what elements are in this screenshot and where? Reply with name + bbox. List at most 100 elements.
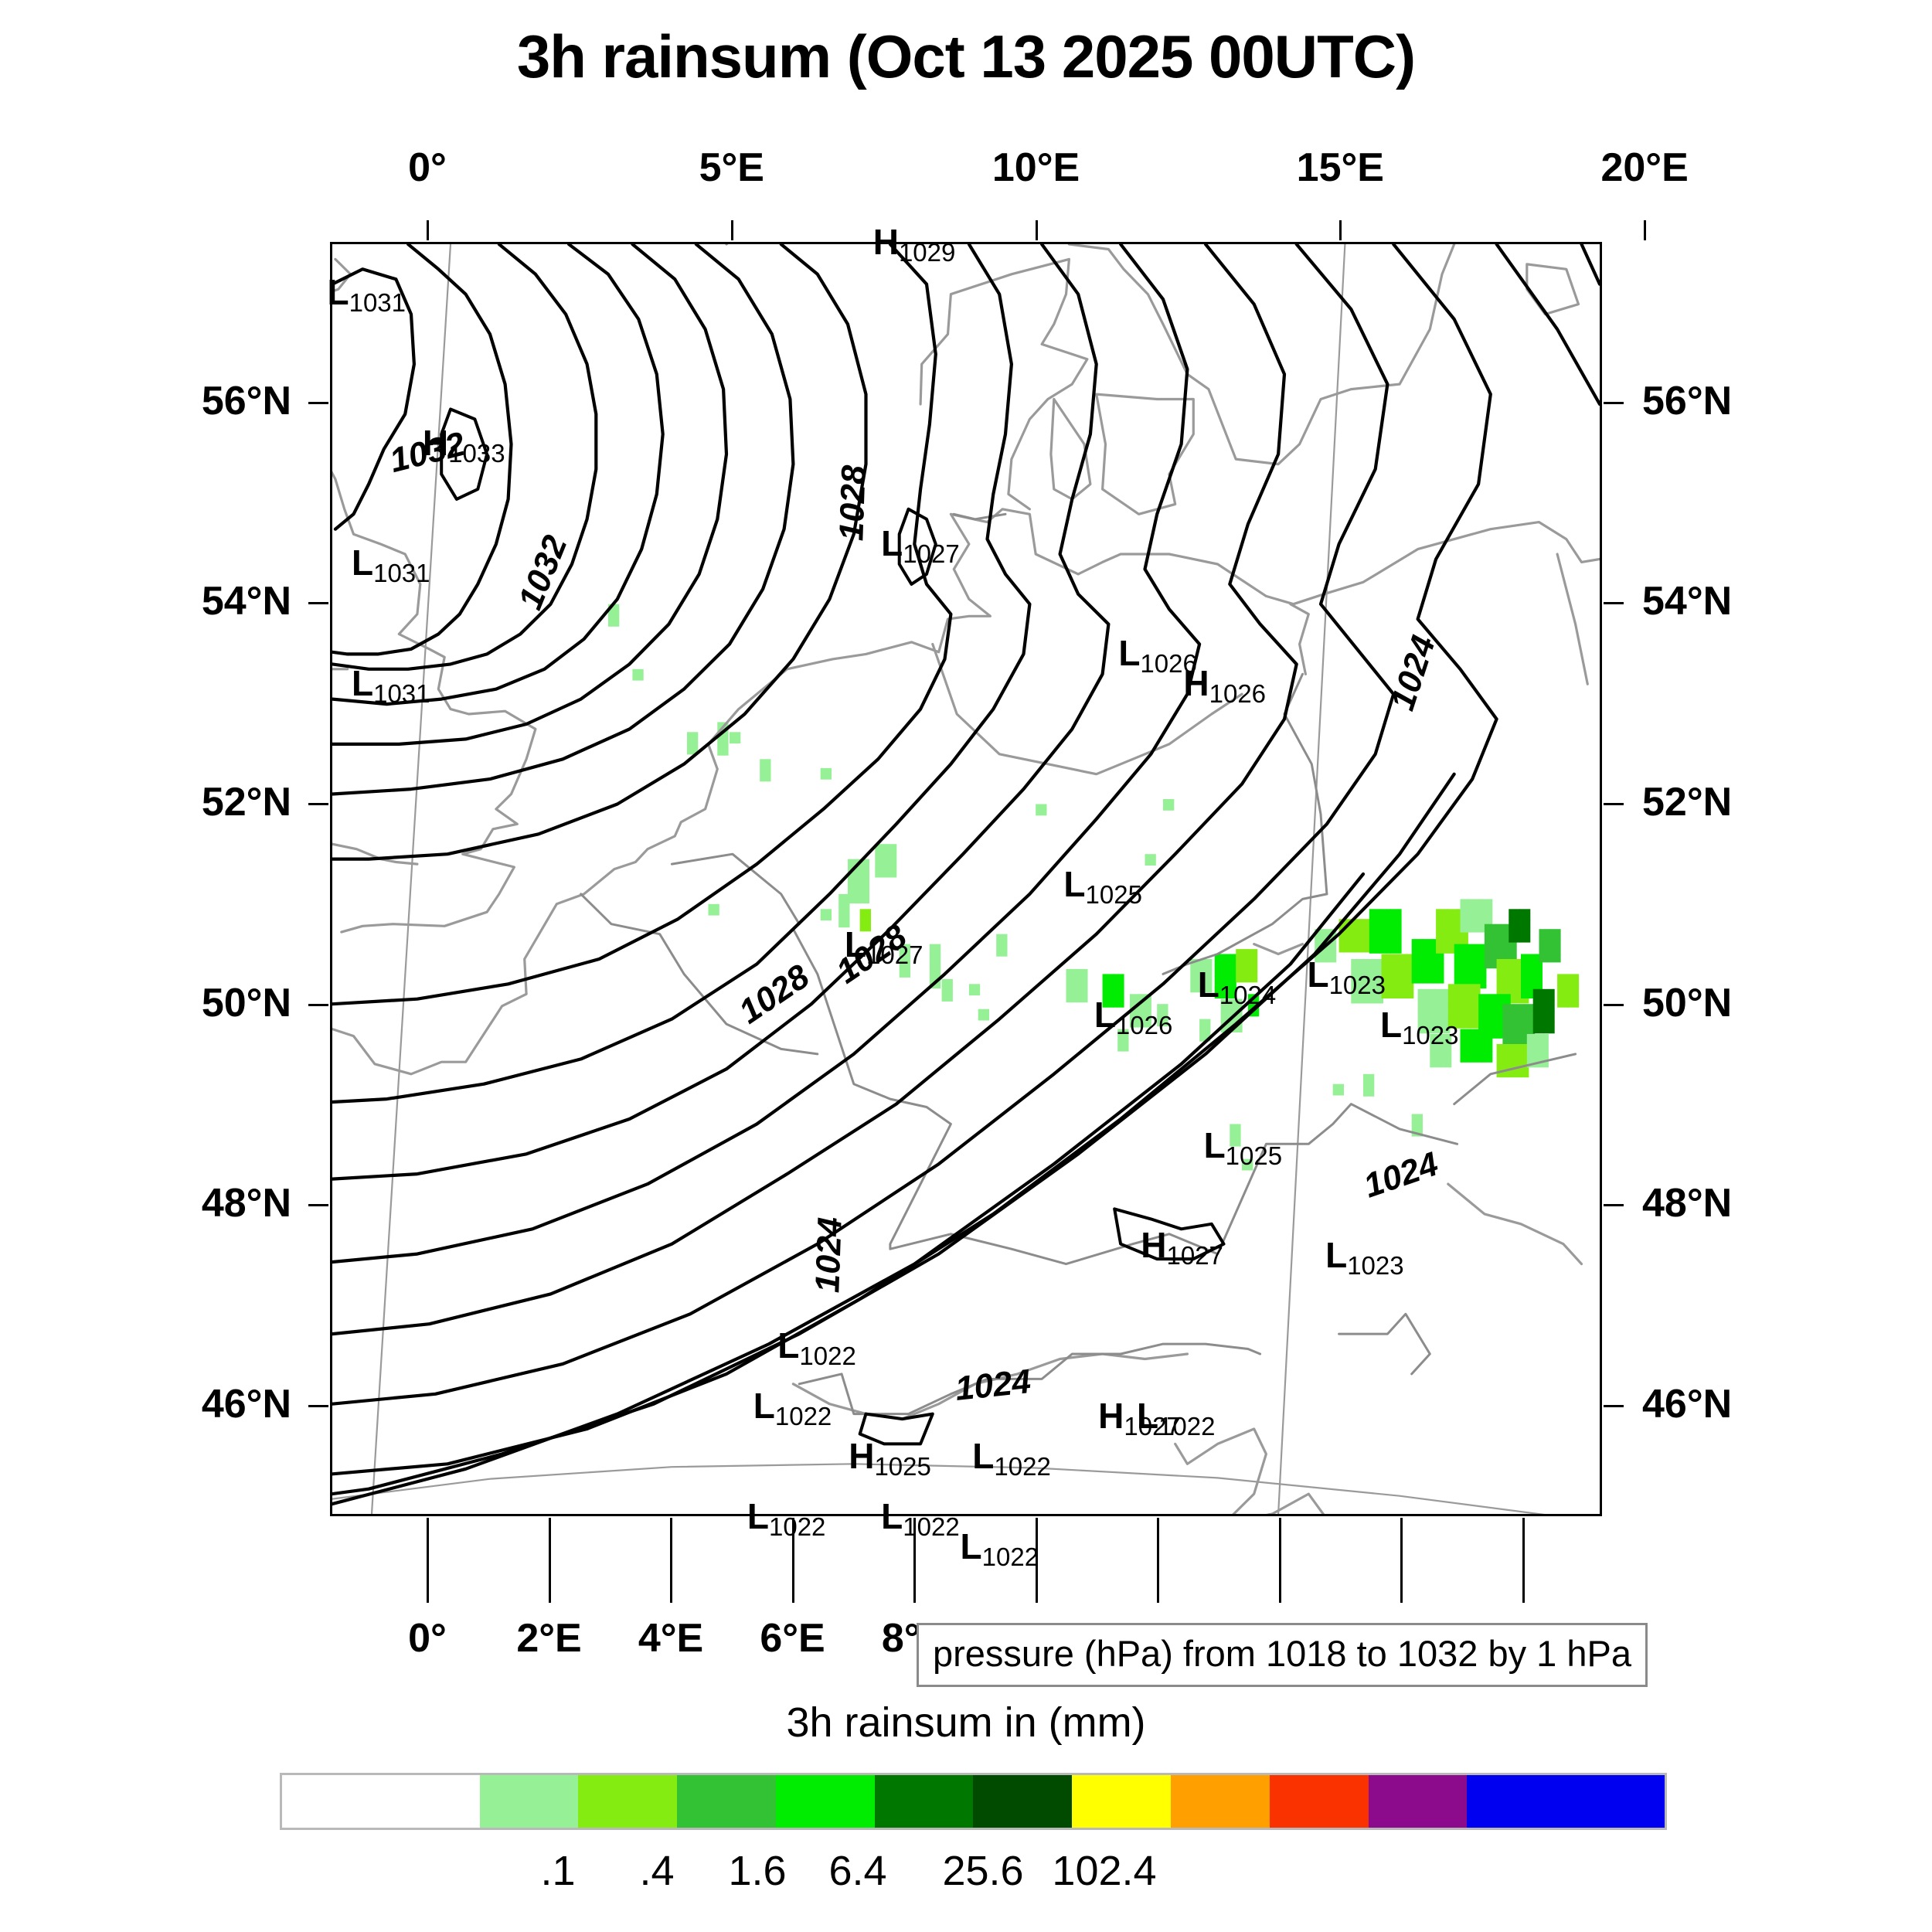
border-path-0 <box>952 512 1007 521</box>
border-path-4 <box>670 852 801 926</box>
pressure-extremum-l-14: L1025 <box>1204 1124 1283 1170</box>
precip-cell <box>1362 981 1373 993</box>
coastline-path-17 <box>1447 1182 1583 1266</box>
extremum-value: 1022 <box>769 1512 826 1541</box>
extremum-value: 1025 <box>1225 1141 1283 1170</box>
axis-label-bottom-1: 2°E <box>516 1616 582 1661</box>
extremum-type: H <box>1098 1396 1124 1437</box>
precip-cell <box>1539 929 1550 940</box>
axis-tick-right <box>1604 602 1624 605</box>
precip-cell <box>1488 1015 1501 1028</box>
precip-cell <box>1464 966 1476 978</box>
precip-cell <box>1464 944 1476 956</box>
extremum-value: 1022 <box>799 1342 856 1371</box>
precip-cell <box>1537 1045 1549 1057</box>
axis-tick-bottom <box>791 1518 794 1603</box>
precip-cell <box>886 844 897 855</box>
precip-cell <box>1379 930 1391 943</box>
colorbar-segment-5 <box>775 1775 875 1828</box>
precip-cell <box>1458 1017 1470 1029</box>
precip-cell <box>1436 920 1447 932</box>
precip-cell <box>1557 974 1569 986</box>
isobar-path-3 <box>332 244 665 706</box>
axis-label-left-1: 54°N <box>201 579 291 624</box>
precip-cell <box>1484 934 1496 947</box>
extremum-value: 1022 <box>1158 1412 1216 1441</box>
coastline-path-9 <box>1526 263 1580 316</box>
precip-cell <box>1390 942 1402 954</box>
precip-cell <box>1214 954 1226 966</box>
isobar-path-7 <box>332 244 953 1006</box>
extremum-value: 1025 <box>1085 879 1142 909</box>
axis-label-right-2: 52°N <box>1642 780 1733 825</box>
pressure-extremum-l-3: L1031 <box>352 662 430 708</box>
precip-cell <box>1246 960 1258 972</box>
extremum-value: 1031 <box>373 559 430 588</box>
coastline-path-2 <box>919 257 1089 511</box>
pressure-extremum-l-16: L1023 <box>1325 1234 1404 1280</box>
precip-cell <box>1220 998 1232 1011</box>
precip-cell <box>838 905 850 917</box>
precip-cell <box>1543 1000 1555 1012</box>
extremum-value: 1027 <box>866 940 923 969</box>
precip-cell <box>1214 987 1226 998</box>
precip-cell <box>858 881 869 893</box>
precip-cell <box>1117 1029 1129 1041</box>
isobar-closed-loop-2 <box>1113 1207 1226 1261</box>
precip-cell <box>1521 976 1532 988</box>
contour-label-2: 1028 <box>832 464 873 542</box>
axis-tick-bottom <box>548 1518 551 1603</box>
precip-cell <box>1460 910 1471 922</box>
extremum-type: L <box>960 1526 982 1566</box>
precip-cell <box>1523 1004 1536 1015</box>
isobar-path-16 <box>332 772 1456 1496</box>
precip-cell <box>1199 1019 1211 1031</box>
extremum-value: 1031 <box>349 287 406 317</box>
precip-cell <box>1446 920 1458 932</box>
precip-cell <box>760 770 771 782</box>
precip-cell <box>1411 950 1423 962</box>
precip-cell <box>1496 981 1508 993</box>
pressure-extremum-l-5: L1027 <box>881 522 960 568</box>
extremum-value: 1025 <box>874 1452 931 1481</box>
pressure-extremum-h-15: H1027 <box>1141 1224 1223 1270</box>
extremum-type: L <box>1325 1235 1348 1276</box>
extremum-value: 1023 <box>1347 1251 1404 1281</box>
precip-cell <box>1531 964 1543 977</box>
axis-label-right-5: 46°N <box>1642 1382 1733 1427</box>
precip-cell <box>1417 1011 1429 1023</box>
precip-cell <box>1495 946 1506 957</box>
precip-cell <box>886 855 897 867</box>
precip-cell <box>848 881 859 893</box>
pressure-extremum-h-4: H1029 <box>872 221 956 267</box>
colorbar-segment-2 <box>479 1775 579 1828</box>
extremum-type: H <box>872 222 899 262</box>
precip-cell <box>1163 799 1175 811</box>
axis-label-left-5: 46°N <box>201 1382 291 1427</box>
border-path-8 <box>1453 1053 1577 1106</box>
colorbar-segment-12 <box>1467 1775 1566 1828</box>
precip-cell <box>838 893 850 906</box>
precip-cell <box>1458 995 1470 1007</box>
axis-tick-bottom <box>1522 1518 1525 1603</box>
isobar-closed-loop-0 <box>897 507 937 586</box>
precip-cell <box>1460 920 1471 933</box>
precip-cell <box>1417 988 1429 1001</box>
precip-cell <box>1433 961 1444 973</box>
extremum-type: L <box>1063 863 1086 904</box>
extremum-value: 1027 <box>903 539 960 568</box>
colorbar[interactable] <box>280 1773 1667 1830</box>
axis-label-bottom-2: 4°E <box>638 1616 704 1661</box>
precip-cell <box>1403 964 1414 977</box>
precip-cell <box>1457 930 1468 943</box>
coastline-path-14 <box>1174 1427 1325 1514</box>
extremum-value: 1031 <box>373 679 430 709</box>
precip-cell <box>1428 1000 1440 1012</box>
contour-label-8: 1024 <box>954 1362 1033 1409</box>
precip-cell <box>1532 1000 1544 1012</box>
precip-cell <box>1102 995 1114 1008</box>
colorbar-segment-10 <box>1269 1775 1369 1828</box>
precip-cell <box>1066 968 1077 981</box>
map-plot-area[interactable] <box>330 242 1602 1516</box>
precip-cell <box>838 916 850 928</box>
